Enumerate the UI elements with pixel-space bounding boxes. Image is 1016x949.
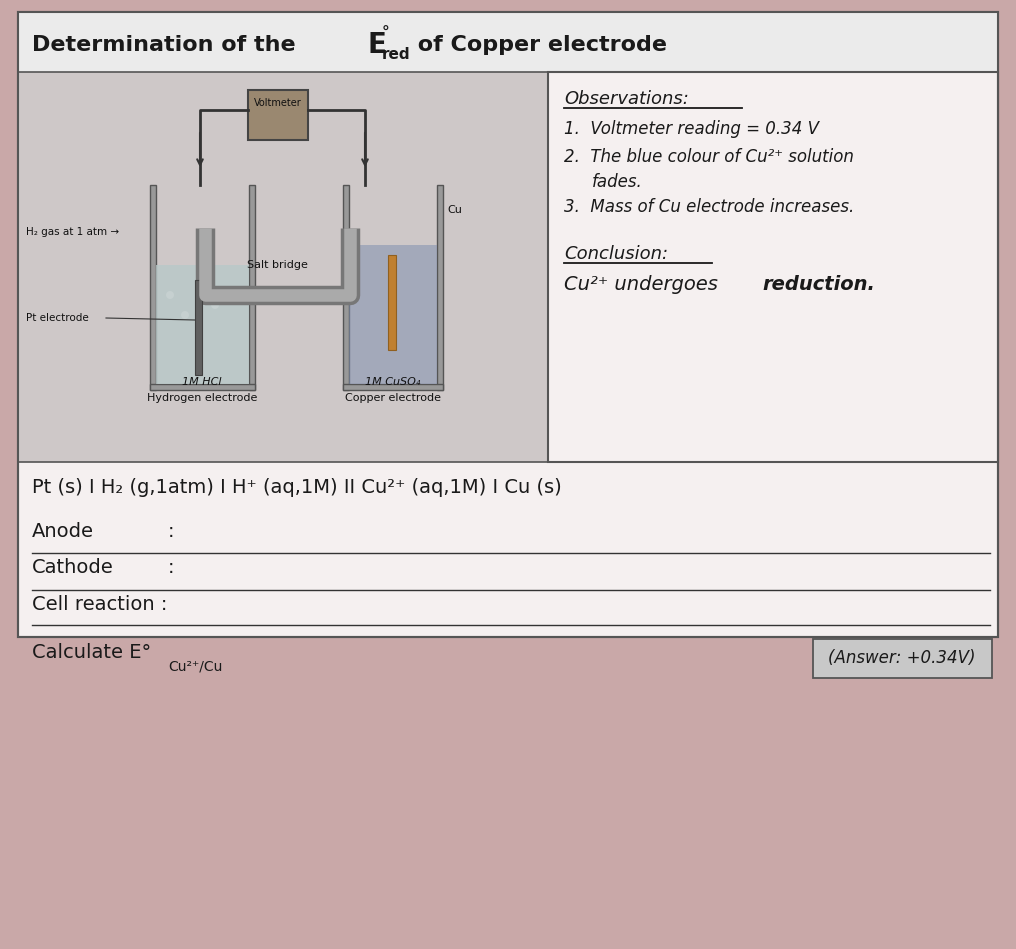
Bar [18, 12, 998, 72]
FancyBboxPatch shape [813, 639, 992, 678]
Text: H₂ gas at 1 atm →: H₂ gas at 1 atm → [26, 227, 119, 237]
Text: Cu²⁺/Cu: Cu²⁺/Cu [168, 660, 223, 674]
Bar [343, 185, 350, 390]
Circle shape [166, 291, 174, 299]
Bar [249, 185, 255, 390]
Text: Observations:: Observations: [564, 90, 689, 108]
Text: fades.: fades. [592, 173, 643, 191]
Text: Cu: Cu [447, 205, 462, 215]
Text: of Copper electrode: of Copper electrode [410, 35, 666, 55]
Text: °: ° [382, 26, 390, 41]
Text: Pt (s) I H₂ (g,1atm) I H⁺ (aq,1M) II Cu²⁺ (aq,1M) I Cu (s): Pt (s) I H₂ (g,1atm) I H⁺ (aq,1M) II Cu²… [31, 478, 562, 497]
Bar [437, 185, 443, 390]
Text: Cathode: Cathode [31, 558, 114, 577]
Text: Pt electrode: Pt electrode [26, 313, 88, 323]
Text: Hydrogen electrode: Hydrogen electrode [147, 393, 257, 403]
Text: reduction.: reduction. [762, 275, 875, 294]
Bar [248, 90, 308, 140]
Bar [388, 255, 396, 350]
Text: 1M CuSO₄: 1M CuSO₄ [366, 377, 421, 387]
Text: :: : [168, 522, 175, 541]
Text: E: E [368, 31, 387, 59]
Text: :: : [168, 558, 175, 577]
Circle shape [196, 281, 204, 289]
Bar [343, 384, 443, 390]
Bar [18, 12, 998, 637]
Text: Voltmeter: Voltmeter [254, 98, 302, 108]
Text: Copper electrode: Copper electrode [345, 393, 441, 403]
Text: Anode: Anode [31, 522, 94, 541]
Bar [156, 265, 249, 384]
Circle shape [211, 301, 219, 309]
Text: Conclusion:: Conclusion: [564, 245, 669, 263]
Text: Cu²⁺ undergoes: Cu²⁺ undergoes [564, 275, 724, 294]
Text: (Answer: +0.34V): (Answer: +0.34V) [828, 649, 975, 667]
Text: 1M HCl: 1M HCl [182, 377, 221, 387]
Text: red: red [382, 47, 410, 62]
Bar [150, 384, 255, 390]
Bar [195, 280, 202, 375]
Bar [18, 72, 548, 462]
Text: Salt bridge: Salt bridge [247, 260, 308, 270]
Text: 2.  The blue colour of Cu²⁺ solution: 2. The blue colour of Cu²⁺ solution [564, 148, 853, 166]
Text: Determination of the: Determination of the [31, 35, 304, 55]
Text: Cell reaction :: Cell reaction : [31, 595, 168, 614]
Circle shape [226, 296, 234, 304]
Text: 3.  Mass of Cu electrode increases.: 3. Mass of Cu electrode increases. [564, 198, 854, 216]
Bar [18, 12, 998, 637]
Bar [350, 245, 437, 384]
Bar [150, 185, 156, 390]
Bar [548, 72, 998, 462]
Circle shape [181, 311, 189, 319]
Text: Calculate E°: Calculate E° [31, 643, 151, 662]
Text: 1.  Voltmeter reading = 0.34 V: 1. Voltmeter reading = 0.34 V [564, 120, 819, 138]
